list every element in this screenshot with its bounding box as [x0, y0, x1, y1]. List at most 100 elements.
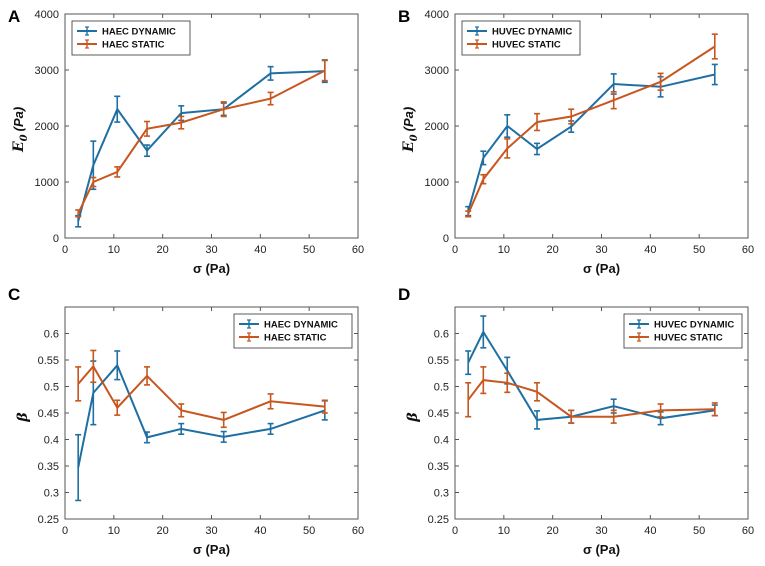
error-bar [220, 411, 227, 429]
error-bar [465, 210, 472, 218]
y-tick-label: 3000 [425, 65, 449, 77]
x-axis-label: σ (Pa) [583, 261, 620, 276]
error-bar [657, 403, 664, 418]
y-tick-label: 0.35 [38, 461, 59, 473]
panel-c: C 0 10 20 30 40 50 60 0.25 0.3 0.35 0.4 0.45 0.5 0.55 0… [8, 285, 364, 557]
x-tick-label: 50 [693, 244, 705, 256]
y-axis-label-main: E [401, 141, 417, 153]
y-tick-label: 3000 [35, 65, 59, 77]
x-tick-label: 0 [452, 525, 458, 537]
series-line [77, 364, 325, 421]
error-bar [504, 372, 511, 394]
series-static [75, 349, 328, 429]
error-bar [321, 59, 328, 82]
y-axis-label-unit: (Pa) [11, 107, 26, 132]
legend-item: HAEC DYNAMIC [77, 26, 176, 38]
panel-letter: D [398, 285, 410, 304]
y-tick-label: 0.45 [38, 408, 59, 420]
x-tick-label: 40 [644, 525, 656, 537]
y-tick-label: 2000 [35, 121, 59, 133]
error-bar [465, 381, 472, 418]
x-tick-label: 30 [205, 525, 217, 537]
panel-letter: C [8, 285, 20, 304]
y-tick-label: 0.55 [38, 355, 59, 367]
panel-d: D 0 10 20 30 40 50 60 0.25 0.3 0.35 0.4 0.45 0.5 0.55 0… [398, 285, 754, 557]
x-tick-label: 10 [108, 244, 120, 256]
error-bar [220, 430, 227, 443]
y-tick-label: 0.3 [434, 488, 449, 500]
series-line [467, 45, 716, 215]
error-bar [144, 120, 151, 137]
series-static [75, 59, 328, 218]
legend-label: HUVEC STATIC [654, 333, 723, 344]
legend: HUVEC DYNAMIC HUVEC STATIC [623, 313, 743, 349]
error-bar [465, 350, 472, 376]
legend-label: HAEC DYNAMIC [264, 320, 338, 331]
y-tick-label: 1000 [35, 177, 59, 189]
y-tick-label: 0.3 [44, 488, 59, 500]
error-bar [610, 409, 617, 424]
legend-box [71, 20, 191, 56]
series-line [467, 379, 715, 418]
legend-box [623, 313, 743, 349]
series-static [465, 366, 718, 424]
panel-letter: B [398, 7, 410, 26]
x-tick-label: 60 [352, 525, 364, 537]
error-bar [657, 72, 664, 91]
error-bar [267, 65, 274, 81]
y-axis-label-sub: 0 [19, 134, 30, 141]
x-tick-label: 10 [108, 525, 120, 537]
legend-item: HUVEC DYNAMIC [467, 26, 572, 38]
x-tick-label: 60 [352, 244, 364, 256]
y-tick-label: 0.45 [428, 408, 449, 420]
error-bar [568, 409, 575, 424]
y-tick-label: 0.5 [44, 382, 59, 394]
error-bar [267, 91, 274, 106]
y-axis-label-sub: 0 [409, 134, 420, 141]
error-bar [114, 166, 121, 178]
error-bar [711, 63, 718, 86]
x-tick-label: 30 [595, 525, 607, 537]
error-bar [178, 422, 185, 436]
error-bar [610, 91, 617, 110]
series-line [467, 73, 716, 212]
y-axis-label-main: E [11, 141, 27, 153]
legend-item: HUVEC DYNAMIC [629, 319, 734, 331]
legend-label: HAEC STATIC [264, 333, 327, 344]
legend-label: HUVEC DYNAMIC [492, 27, 572, 38]
y-tick-label: 0.6 [44, 329, 59, 341]
y-tick-label: 0.4 [434, 435, 449, 447]
y-tick-label: 4000 [35, 9, 59, 21]
x-axis-label: σ (Pa) [583, 542, 620, 557]
legend-item: HAEC STATIC [77, 39, 165, 51]
legend-item: HUVEC STATIC [467, 39, 561, 51]
error-bar [75, 209, 82, 218]
legend-item: HAEC DYNAMIC [239, 319, 338, 331]
error-bar [504, 114, 511, 138]
x-tick-label: 10 [498, 525, 510, 537]
x-tick-label: 10 [498, 244, 510, 256]
legend: HAEC DYNAMIC HAEC STATIC [233, 313, 353, 349]
y-axis-label-unit: (Pa) [401, 107, 416, 132]
error-bar [114, 95, 121, 123]
error-bar [90, 349, 97, 384]
y-tick-label: 0.4 [44, 435, 59, 447]
x-tick-label: 0 [62, 525, 68, 537]
y-tick-label: 0 [53, 233, 59, 245]
legend-item: HAEC STATIC [239, 332, 327, 344]
x-tick-label: 50 [303, 525, 315, 537]
x-tick-label: 50 [693, 525, 705, 537]
y-axis-label: β [15, 412, 31, 423]
y-tick-label: 0.25 [428, 514, 449, 526]
y-axis-label: β [405, 412, 421, 423]
x-tick-label: 20 [157, 244, 169, 256]
x-tick-label: 50 [303, 244, 315, 256]
error-bar [178, 115, 185, 130]
error-bar [321, 399, 328, 414]
series-dynamic [75, 350, 328, 502]
error-bar [480, 366, 487, 395]
series-static [465, 33, 718, 218]
x-tick-label: 40 [254, 244, 266, 256]
error-bar [178, 403, 185, 418]
